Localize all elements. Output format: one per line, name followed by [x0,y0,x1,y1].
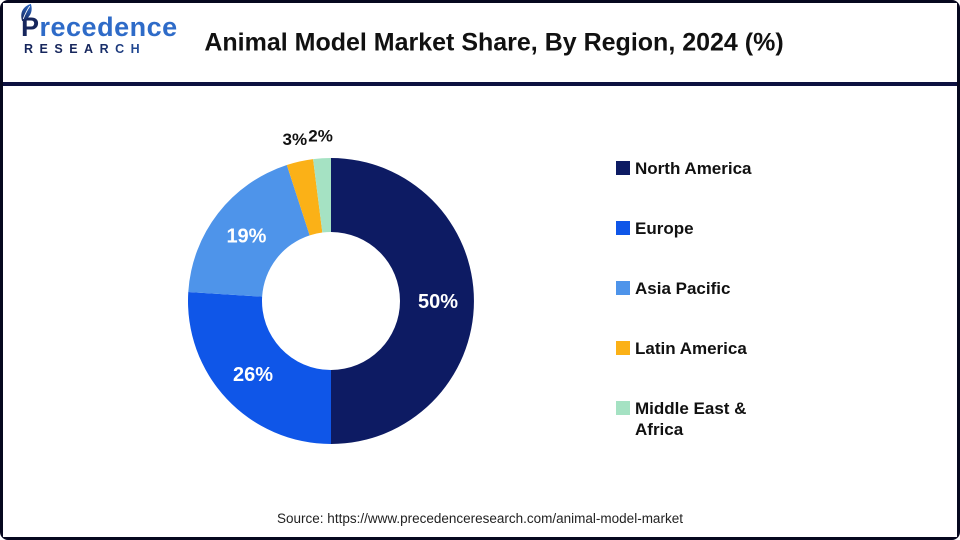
source-text: Source: https://www.precedenceresearch.c… [277,511,683,526]
legend-item-north-america: North America [616,158,770,218]
legend-label-middle-east-africa: Middle East & Africa [635,399,747,439]
header-divider [3,82,957,86]
page-title: Animal Model Market Share, By Region, 20… [204,28,784,56]
donut-slice-middle-east-africa [313,158,331,233]
legend-label-north-america: North America [635,159,752,178]
brand-logo: Precedence RESEARCH [21,3,178,56]
legend-swatch-europe [616,221,630,235]
donut-slice-asia-pacific [188,164,310,297]
legend-label-asia-pacific: Asia Pacific [635,279,731,298]
slice-label-europe: 26% [233,364,273,386]
legend-label-europe: Europe [635,219,694,238]
legend-label-latin-america: Latin America [635,339,747,358]
chart-legend: North America Europe Asia Pacific Latin Ame… [616,158,770,458]
legend-item-middle-east-africa: Middle East & Africa [616,398,770,458]
brand-initial: P [21,3,40,42]
donut-slice-europe [187,292,331,444]
donut-chart: 50% 26% 19% 3% 2% [187,126,474,444]
slice-label-middle-east-africa: 2% [308,126,333,145]
header: Precedence RESEARCH Animal Model Market … [3,3,957,82]
slice-label-latin-america: 3% [282,130,307,149]
brand-rest: recedence [39,12,178,42]
legend-swatch-latin-america [616,341,630,355]
legend-swatch-asia-pacific [616,281,630,295]
legend-item-asia-pacific: Asia Pacific [616,278,770,338]
chart-panel: 50% 26% 19% 3% 2% North America Europe Asia Pa… [3,86,957,537]
legend-swatch-north-america [616,161,630,175]
brand-subtitle: RESEARCH [21,43,178,56]
leaf-icon [21,3,32,22]
donut-slice-north-america [331,158,474,444]
legend-item-europe: Europe [616,218,770,278]
legend-item-latin-america: Latin America [616,338,770,398]
legend-swatch-middle-east-africa [616,401,630,415]
slice-label-asia-pacific: 19% [226,225,266,247]
brand-wordmark: Precedence [21,3,178,42]
slice-label-north-america: 50% [418,291,458,313]
donut-slice-latin-america [286,159,323,236]
